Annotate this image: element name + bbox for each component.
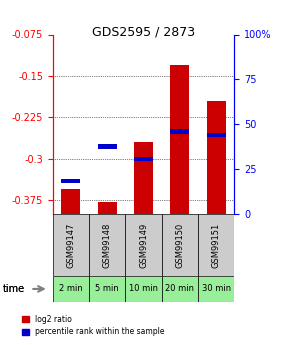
Bar [207,133,226,137]
Text: GSM99149: GSM99149 [139,222,148,268]
Text: GSM99148: GSM99148 [103,222,112,268]
Legend: log2 ratio, percentile rank within the sample: log2 ratio, percentile rank within the s… [18,312,168,339]
FancyBboxPatch shape [162,276,198,302]
FancyBboxPatch shape [89,276,125,302]
Text: GSM99151: GSM99151 [212,222,221,268]
FancyBboxPatch shape [89,214,125,276]
Bar [134,142,153,214]
Text: GSM99150: GSM99150 [176,222,184,268]
FancyBboxPatch shape [198,214,234,276]
FancyBboxPatch shape [53,276,89,302]
Text: 20 min: 20 min [166,284,194,294]
Text: 5 min: 5 min [95,284,119,294]
FancyBboxPatch shape [198,276,234,302]
Text: time: time [3,284,25,294]
FancyBboxPatch shape [162,214,198,276]
Text: 30 min: 30 min [202,284,231,294]
Bar [207,101,226,214]
Text: GSM99147: GSM99147 [67,222,75,268]
Bar [61,189,81,214]
FancyBboxPatch shape [125,214,162,276]
FancyBboxPatch shape [53,214,89,276]
Bar [170,129,190,134]
FancyBboxPatch shape [125,276,162,302]
Text: time: time [3,284,25,294]
Text: 10 min: 10 min [129,284,158,294]
Bar [61,178,81,183]
Bar [98,202,117,214]
Bar [98,145,117,149]
Text: 2 min: 2 min [59,284,83,294]
Text: GDS2595 / 2873: GDS2595 / 2873 [92,26,195,39]
Bar [170,65,190,214]
Bar [134,157,153,161]
